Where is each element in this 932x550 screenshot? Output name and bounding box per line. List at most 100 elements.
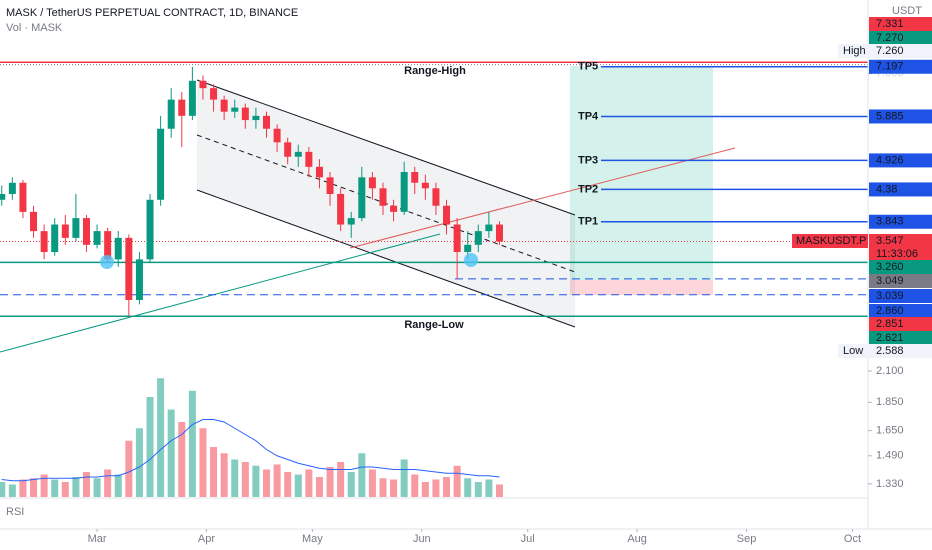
tp-price: 3.843 (876, 216, 904, 228)
candle-body (135, 259, 143, 300)
candle-body (474, 231, 482, 245)
candle-body (19, 182, 27, 212)
tp-price-box (869, 214, 932, 229)
candle-body (241, 107, 249, 121)
symbol-label: MASKUSDT.P (796, 235, 866, 247)
y-tick-label: 2.100 (876, 365, 904, 377)
volume-bar (0, 482, 6, 497)
volume-bar (252, 465, 260, 497)
price-box (838, 344, 932, 358)
x-tick-label: Jul (521, 533, 535, 545)
y-tick-label: 1.650 (876, 425, 904, 437)
extreme-label: Low (843, 345, 863, 357)
candle-body (379, 188, 387, 206)
volume-bar (315, 477, 323, 497)
candle-body (432, 188, 440, 206)
volume-bar (178, 422, 186, 497)
candle-body (178, 99, 186, 116)
price-box (869, 234, 932, 261)
volume-bar (188, 390, 196, 497)
candle-body (51, 224, 59, 252)
price-label: 3.547 (876, 235, 904, 247)
x-tick-label: Aug (627, 533, 647, 545)
countdown: 11:33:06 (876, 248, 918, 260)
price-box (869, 31, 932, 45)
volume-bar (284, 472, 292, 497)
price-box (869, 274, 932, 288)
candle-body (231, 107, 239, 112)
price-box (869, 289, 932, 303)
x-tick-label: Sep (737, 533, 757, 545)
tp-label: TP2 (578, 183, 598, 195)
price-label: 7.270 (876, 32, 904, 44)
volume-bar (411, 474, 419, 497)
candle-body (8, 182, 16, 194)
volume-bar (390, 479, 398, 497)
y-tick-label: 1.490 (876, 450, 904, 462)
volume-bar (453, 465, 461, 497)
trendline-green (0, 233, 441, 353)
volume-bar (337, 462, 345, 497)
candle-body (453, 224, 461, 252)
candle-body (93, 231, 101, 245)
price-label: 3.260 (876, 261, 904, 273)
price-box (838, 44, 932, 58)
volume-bar (8, 484, 16, 497)
trendline-red (349, 147, 736, 249)
volume-bar (157, 378, 165, 497)
tp-label: TP3 (578, 154, 598, 166)
volume-bar (347, 472, 355, 497)
volume-bar (61, 482, 69, 497)
volume-bar (231, 459, 239, 497)
tp-price: 5.885 (876, 110, 904, 122)
channel-top (196, 79, 576, 216)
volume-bar (263, 469, 271, 497)
candle-body (485, 224, 493, 232)
y-axis-title: USDT (892, 5, 922, 17)
volume-bar (82, 472, 90, 497)
candle-body (495, 224, 503, 242)
price-label: 2.588 (876, 345, 904, 357)
price-label: 2.851 (876, 318, 904, 330)
volume-bar (199, 428, 207, 497)
price-label: 3.049 (876, 275, 904, 287)
candle-body (61, 224, 69, 238)
volume-ma (1, 419, 500, 482)
tp-price: 7.197 (876, 61, 904, 73)
annotation: Range-Low (404, 319, 464, 331)
candle-body (347, 218, 355, 225)
candle-body (443, 205, 451, 225)
y-tick-label: 1.330 (876, 478, 904, 490)
volume-bar (241, 462, 249, 497)
tp-price-box (869, 153, 932, 168)
tp-label: TP1 (578, 216, 598, 228)
volume-bar (30, 478, 38, 497)
candle-body (125, 237, 133, 300)
volume-bar (432, 479, 440, 497)
candle-body (157, 128, 165, 200)
channel-bottom (196, 189, 576, 328)
volume-bar (400, 459, 408, 497)
candle-body (305, 151, 313, 167)
price-box (869, 304, 932, 318)
price-box (869, 260, 932, 274)
annotation: Range-High (404, 65, 466, 77)
volume-bar (104, 469, 112, 497)
candle-body (199, 80, 207, 89)
candle-body (294, 151, 302, 157)
x-tick-label: Oct (844, 533, 861, 545)
candle-body (114, 237, 122, 260)
tp-price-box (869, 109, 932, 124)
volume-bar (379, 478, 387, 497)
volume-bar (358, 453, 366, 497)
volume-bar (146, 397, 154, 497)
volume-bar (220, 453, 228, 497)
volume-bar (93, 478, 101, 497)
candle-body (167, 99, 175, 129)
volume-bar (464, 478, 472, 497)
candle-body (273, 128, 281, 143)
candle-body (210, 88, 218, 100)
candle-body (0, 193, 6, 200)
touch-marker (100, 255, 114, 269)
